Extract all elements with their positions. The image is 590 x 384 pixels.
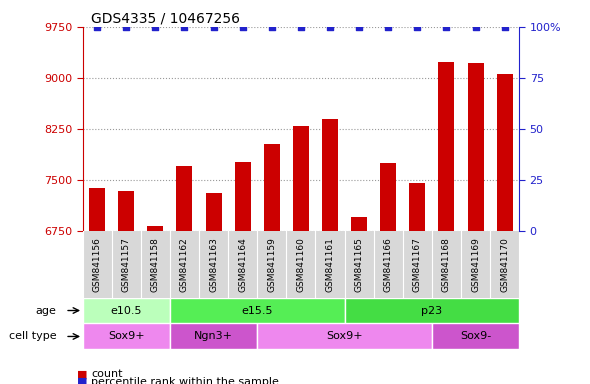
Text: Sox9-: Sox9- [460, 331, 491, 341]
Text: GSM841157: GSM841157 [122, 237, 131, 291]
Bar [83, 298, 170, 323]
Bar [170, 323, 257, 349]
Text: GSM841166: GSM841166 [384, 237, 393, 291]
Point [150, 24, 160, 30]
Bar [83, 323, 170, 349]
Bar [176, 166, 192, 384]
Text: GSM841162: GSM841162 [180, 237, 189, 291]
Point [412, 24, 422, 30]
Bar [170, 298, 345, 323]
Text: ■: ■ [77, 377, 87, 384]
Text: ■: ■ [77, 369, 87, 379]
Text: GSM841160: GSM841160 [296, 237, 306, 291]
Text: age: age [35, 306, 57, 316]
Point [296, 24, 306, 30]
Point [93, 24, 102, 30]
Text: GSM841168: GSM841168 [442, 237, 451, 291]
Bar [409, 183, 425, 384]
Bar [205, 194, 222, 384]
Bar [257, 323, 432, 349]
Point [355, 24, 364, 30]
Text: GSM841158: GSM841158 [151, 237, 160, 291]
Bar [351, 217, 367, 384]
Text: GSM841159: GSM841159 [267, 237, 276, 291]
Bar [497, 74, 513, 384]
Text: count: count [91, 369, 123, 379]
Bar [235, 162, 251, 384]
Point [384, 24, 393, 30]
Point [122, 24, 131, 30]
Text: Ngn3+: Ngn3+ [194, 331, 233, 341]
Bar [467, 63, 484, 384]
Text: GDS4335 / 10467256: GDS4335 / 10467256 [91, 12, 240, 26]
Text: GSM841167: GSM841167 [413, 237, 422, 291]
Bar [264, 144, 280, 384]
Text: GSM841161: GSM841161 [326, 237, 335, 291]
Text: GSM841170: GSM841170 [500, 237, 509, 291]
Text: p23: p23 [421, 306, 442, 316]
Point [442, 24, 451, 30]
Point [500, 24, 509, 30]
Text: e10.5: e10.5 [110, 306, 142, 316]
Bar [432, 323, 519, 349]
Text: Sox9+: Sox9+ [108, 331, 145, 341]
Bar [148, 226, 163, 384]
Text: GSM841156: GSM841156 [93, 237, 101, 291]
Point [267, 24, 277, 30]
Text: GSM841163: GSM841163 [209, 237, 218, 291]
Bar [118, 191, 135, 384]
Bar [89, 188, 105, 384]
Text: percentile rank within the sample: percentile rank within the sample [91, 377, 279, 384]
Text: GSM841164: GSM841164 [238, 237, 247, 291]
Text: GSM841169: GSM841169 [471, 237, 480, 291]
Text: GSM841165: GSM841165 [355, 237, 363, 291]
Bar [345, 298, 519, 323]
Bar [380, 163, 396, 384]
Point [180, 24, 189, 30]
Point [238, 24, 247, 30]
Point [471, 24, 480, 30]
Point [325, 24, 335, 30]
Point [209, 24, 218, 30]
Bar [322, 119, 338, 384]
Text: e15.5: e15.5 [241, 306, 273, 316]
Text: Sox9+: Sox9+ [326, 331, 363, 341]
Bar [438, 61, 454, 384]
Text: cell type: cell type [9, 331, 57, 341]
Bar [293, 126, 309, 384]
